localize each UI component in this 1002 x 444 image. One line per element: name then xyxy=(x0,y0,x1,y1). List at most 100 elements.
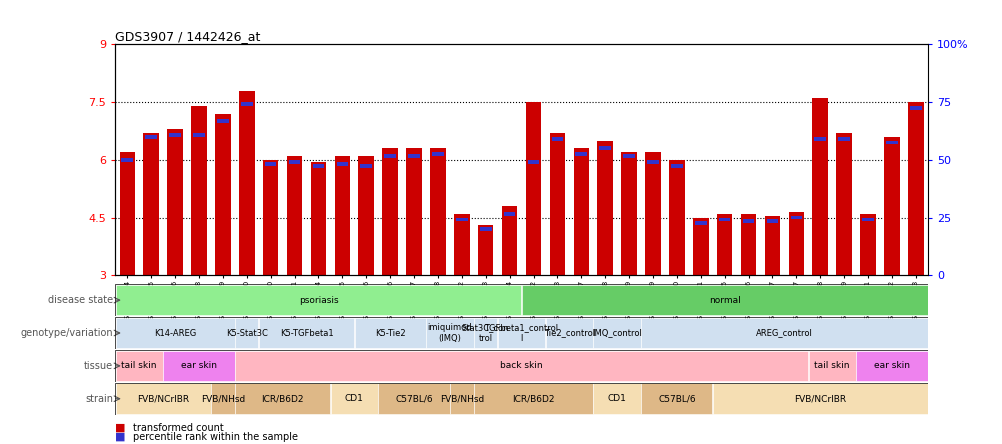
Text: tail skin: tail skin xyxy=(814,361,849,370)
Bar xyxy=(766,219,778,222)
Bar xyxy=(885,141,897,144)
Text: Stat3C_con
trol: Stat3C_con trol xyxy=(462,323,509,343)
Bar xyxy=(193,133,204,137)
Bar xyxy=(450,383,473,414)
Bar xyxy=(527,160,539,164)
Bar xyxy=(456,218,467,222)
Bar xyxy=(716,214,731,275)
Bar xyxy=(214,114,230,275)
Bar xyxy=(430,148,445,275)
Bar xyxy=(474,317,497,349)
Text: C57BL/6: C57BL/6 xyxy=(395,394,433,403)
Text: FVB/NCrIBR: FVB/NCrIBR xyxy=(794,394,846,403)
Bar xyxy=(191,106,206,275)
Text: normal: normal xyxy=(708,296,739,305)
Text: ■: ■ xyxy=(115,432,125,442)
Bar xyxy=(211,383,234,414)
Text: K14-AREG: K14-AREG xyxy=(153,329,196,337)
Text: AREG_control: AREG_control xyxy=(756,329,812,337)
Bar xyxy=(597,141,612,275)
Bar xyxy=(331,383,378,414)
Text: CD1: CD1 xyxy=(345,394,364,403)
Bar xyxy=(694,222,705,225)
Bar xyxy=(145,135,157,139)
Text: psoriasis: psoriasis xyxy=(299,296,338,305)
Text: C57BL/6: C57BL/6 xyxy=(657,394,695,403)
Bar xyxy=(335,156,350,275)
Text: FVB/NHsd: FVB/NHsd xyxy=(200,394,244,403)
Bar xyxy=(790,216,802,219)
Bar xyxy=(620,152,636,275)
Text: K5-Tie2: K5-Tie2 xyxy=(375,329,405,337)
Bar xyxy=(432,152,443,156)
Bar xyxy=(426,317,473,349)
Bar xyxy=(479,227,491,231)
Text: ■: ■ xyxy=(115,423,125,433)
Bar xyxy=(593,317,640,349)
Bar xyxy=(808,350,855,381)
Bar xyxy=(382,148,398,275)
Text: GDS3907 / 1442426_at: GDS3907 / 1442426_at xyxy=(115,30,261,43)
Text: genotype/variation: genotype/variation xyxy=(20,328,113,338)
Text: tail skin: tail skin xyxy=(121,361,157,370)
Bar xyxy=(856,350,927,381)
Bar xyxy=(360,164,372,167)
Bar xyxy=(812,98,828,275)
Bar xyxy=(549,133,564,275)
Bar xyxy=(884,137,899,275)
Bar xyxy=(289,160,300,164)
Bar xyxy=(599,147,610,150)
Bar xyxy=(670,164,682,167)
Bar xyxy=(573,148,588,275)
Bar xyxy=(640,383,711,414)
Bar xyxy=(311,162,326,275)
Bar xyxy=(216,119,228,123)
Bar xyxy=(836,133,851,275)
Bar xyxy=(478,225,493,275)
Bar xyxy=(408,154,420,158)
Text: ear skin: ear skin xyxy=(180,361,216,370)
Bar xyxy=(263,160,279,275)
Text: back skin: back skin xyxy=(500,361,542,370)
Bar xyxy=(115,317,234,349)
Text: ear skin: ear skin xyxy=(873,361,909,370)
Bar xyxy=(474,383,592,414)
Bar xyxy=(740,214,756,275)
Text: strain: strain xyxy=(85,394,113,404)
Bar xyxy=(692,218,707,275)
Text: FVB/NHsd: FVB/NHsd xyxy=(439,394,484,403)
Bar xyxy=(503,212,515,216)
Bar xyxy=(378,383,449,414)
Text: imiquimod
(IMQ): imiquimod (IMQ) xyxy=(427,323,472,343)
Bar xyxy=(259,317,354,349)
Bar xyxy=(644,152,660,275)
Bar xyxy=(575,152,586,156)
Bar xyxy=(907,102,923,275)
Bar xyxy=(384,154,396,158)
Text: IMQ_control: IMQ_control xyxy=(591,329,641,337)
Bar xyxy=(454,214,469,275)
Bar xyxy=(593,383,640,414)
Bar xyxy=(115,285,521,316)
Bar xyxy=(712,383,927,414)
Bar xyxy=(234,350,808,381)
Bar xyxy=(764,216,780,275)
Text: disease state: disease state xyxy=(48,295,113,305)
Bar xyxy=(862,218,873,222)
Text: ICR/B6D2: ICR/B6D2 xyxy=(262,394,304,403)
Bar xyxy=(501,206,517,275)
Bar xyxy=(718,218,729,222)
Text: transformed count: transformed count xyxy=(133,423,223,433)
Text: K5-Stat3C: K5-Stat3C xyxy=(225,329,268,337)
Bar xyxy=(287,156,302,275)
Bar xyxy=(115,383,210,414)
Bar xyxy=(163,350,234,381)
Bar xyxy=(646,160,658,164)
Bar xyxy=(788,212,804,275)
Bar xyxy=(551,137,563,141)
Text: percentile rank within the sample: percentile rank within the sample xyxy=(133,432,299,442)
Text: tissue: tissue xyxy=(84,361,113,371)
Bar xyxy=(119,152,135,275)
Bar xyxy=(167,129,182,275)
Bar xyxy=(238,91,255,275)
